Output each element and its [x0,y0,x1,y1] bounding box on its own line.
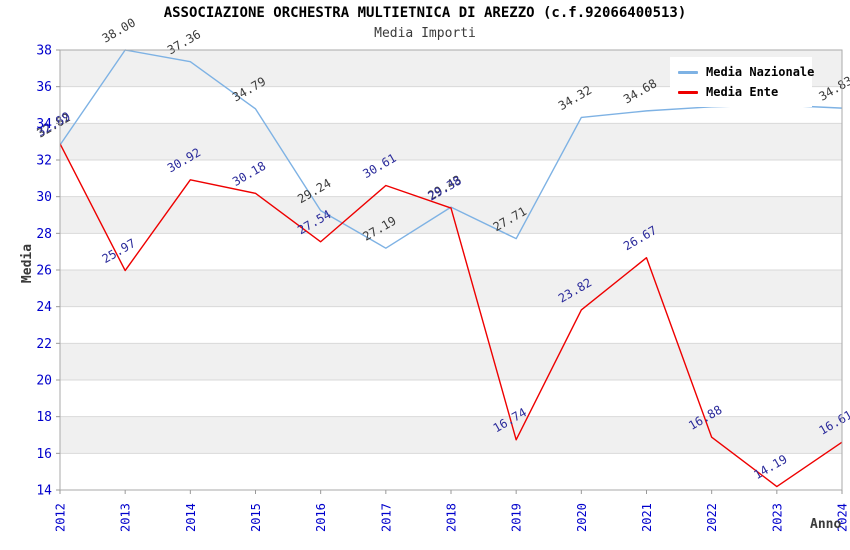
y-tick-label: 24 [36,300,52,315]
x-tick-label: 2015 [249,503,263,532]
x-tick-label: 2021 [640,503,654,532]
y-tick-label: 30 [36,190,52,205]
point-label-media-nazionale: 34.32 [556,83,594,113]
chart-subtitle: Media Importi [374,26,476,41]
chart-title: ASSOCIAZIONE ORCHESTRA MULTIETNICA DI AR… [163,5,687,21]
y-tick-label: 26 [36,264,52,279]
y-tick-label: 14 [36,484,52,499]
plot-band [60,343,842,380]
y-tick-label: 32 [36,154,52,169]
y-tick-label: 34 [36,117,52,132]
point-label-media-ente: 30.18 [230,159,268,189]
y-tick-label: 22 [36,337,52,352]
y-tick-label: 36 [36,80,52,95]
y-tick-label: 16 [36,447,52,462]
x-axis-title: Anno [810,517,842,532]
y-tick-label: 18 [36,410,52,425]
point-label-media-ente: 14.19 [751,452,789,482]
x-tick-label: 2024 [836,503,850,532]
legend-item-media-ente: Media Ente [678,82,812,102]
x-tick-label: 2019 [510,503,524,532]
plot-band [60,270,842,307]
x-tick-label: 2023 [770,503,784,532]
x-tick-label: 2022 [705,503,719,532]
y-axis-title: Media [20,243,36,284]
series-line-media-ente [59,143,843,488]
y-tick-label: 38 [36,44,52,59]
legend: Media Nazionale Media Ente [670,57,815,107]
y-tick-label: 20 [36,374,52,389]
legend-swatch-nazionale [678,70,698,74]
x-tick-label: 2013 [119,503,133,532]
legend-label-nazionale: Media Nazionale [706,65,815,79]
x-tick-label: 2016 [314,503,328,532]
x-tick-label: 2012 [54,503,68,532]
legend-item-media-nazionale: Media Nazionale [678,62,815,82]
x-tick-label: 2020 [575,503,589,532]
x-tick-label: 2018 [445,503,459,532]
plot-band [60,196,842,234]
plot-band [60,416,842,454]
x-tick-label: 2014 [184,503,198,532]
x-tick-label: 2017 [379,503,393,532]
plot-band [60,123,842,160]
y-tick-label: 28 [36,227,52,242]
legend-label-ente: Media Ente [706,85,779,99]
legend-swatch-ente [678,90,698,94]
